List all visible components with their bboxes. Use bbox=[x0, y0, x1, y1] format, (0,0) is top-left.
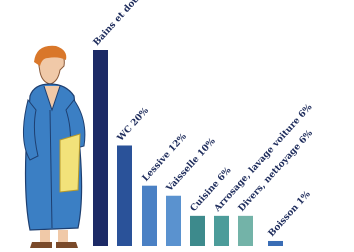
bar-label: Boisson1% bbox=[267, 189, 313, 239]
bar-label: WC20% bbox=[115, 106, 151, 145]
value-label: 12% bbox=[167, 132, 189, 155]
value-label: 6% bbox=[297, 102, 315, 120]
bar bbox=[117, 145, 132, 246]
man-illustration bbox=[23, 46, 84, 248]
bar bbox=[238, 216, 253, 246]
value-label: 6% bbox=[298, 128, 316, 146]
category-label: Arrosage, lavage voiture bbox=[212, 116, 303, 215]
bar bbox=[268, 241, 283, 246]
value-label: 10% bbox=[196, 136, 218, 159]
value-label: 20% bbox=[129, 106, 151, 129]
category-label: Lessive bbox=[141, 150, 173, 184]
bar bbox=[93, 50, 108, 246]
category-label: Bains et douches bbox=[92, 0, 157, 48]
bar bbox=[142, 186, 157, 246]
category-label: WC bbox=[115, 124, 135, 144]
bar bbox=[166, 196, 181, 246]
category-label: Boisson bbox=[267, 202, 301, 239]
bar bbox=[190, 216, 205, 246]
bar-label: Cuisine6% bbox=[189, 165, 234, 213]
category-label: Vaisselle bbox=[164, 154, 202, 194]
chart: Bains et douches39% WC20% Lessive12%Vaisse… bbox=[0, 0, 354, 252]
value-label: 1% bbox=[295, 189, 313, 207]
bar-label: Bains et douches39% bbox=[92, 0, 174, 48]
value-label: 6% bbox=[216, 165, 234, 183]
bar bbox=[214, 216, 229, 246]
